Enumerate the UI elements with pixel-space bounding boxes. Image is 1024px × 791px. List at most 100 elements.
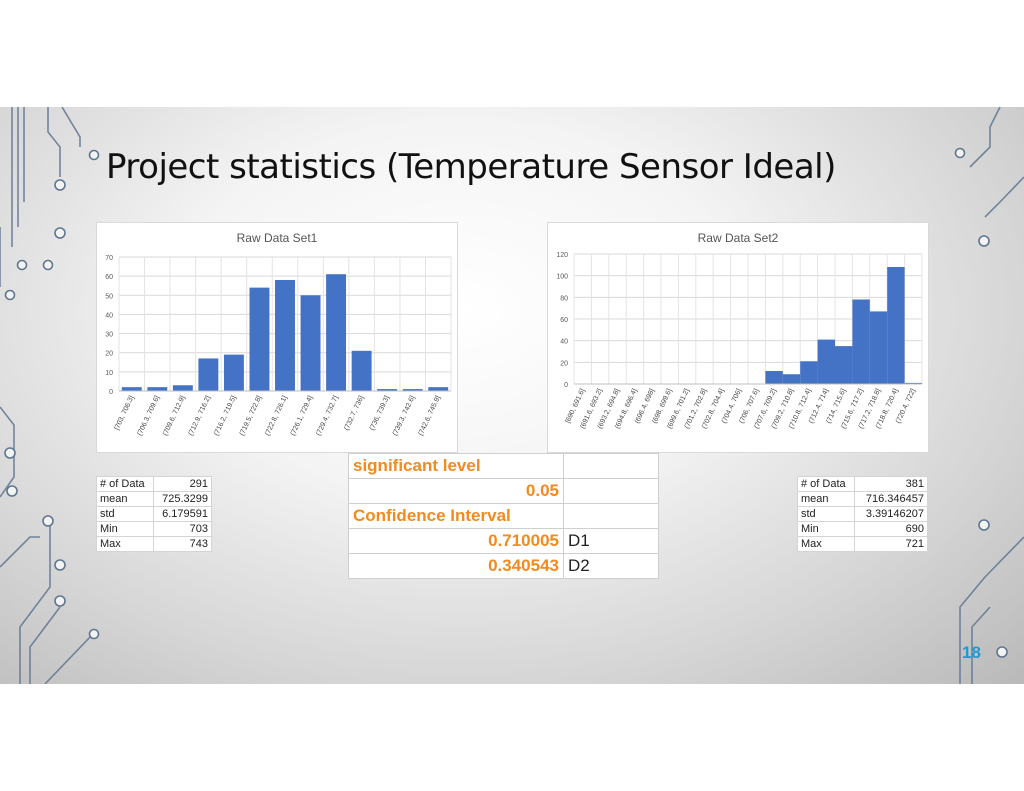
- stat-value: 291: [152, 476, 213, 492]
- x-tick-label: (732.7, 736]: [343, 395, 365, 432]
- bar: [326, 274, 347, 391]
- bar: [765, 371, 783, 384]
- x-tick-label: (726.1, 729.4]: [290, 395, 315, 437]
- bar: [428, 387, 449, 391]
- bar: [800, 361, 818, 384]
- page-number: 18: [962, 643, 981, 662]
- stat-value: 703: [152, 521, 213, 537]
- chart-title: Raw Data Set2: [698, 231, 779, 245]
- stat-value: 721: [854, 536, 928, 552]
- bar: [223, 354, 244, 391]
- slide: Project statistics (Temperature Sensor I…: [0, 107, 1024, 684]
- x-tick-label: (709.6, 712.9]: [162, 395, 187, 437]
- bar: [817, 339, 835, 384]
- x-tick-label: (736, 739.3]: [369, 395, 391, 432]
- significance-table: significant level 0.05 Confidence Interv…: [348, 453, 659, 579]
- bar: [121, 387, 142, 391]
- x-tick-label: (712.9, 716.2]: [188, 395, 213, 437]
- x-tick-label: (719.5, 722.8]: [239, 395, 264, 437]
- stat-label: Min: [96, 521, 154, 537]
- bar: [782, 374, 801, 384]
- table-row: mean 725.3299: [96, 491, 213, 507]
- stat-label: mean: [796, 491, 856, 507]
- slide-title: Project statistics (Temperature Sensor I…: [106, 147, 836, 187]
- y-tick-label: 50: [105, 293, 113, 300]
- x-tick-label: (706.3, 709.6]: [137, 395, 162, 437]
- table-row: 0.340543 D2: [348, 553, 659, 579]
- circuit-decoration: [0, 107, 1024, 684]
- bar: [300, 295, 321, 391]
- y-tick-label: 80: [560, 295, 568, 302]
- y-tick-label: 40: [105, 312, 113, 319]
- bar: [249, 287, 270, 391]
- y-tick-label: 60: [105, 274, 113, 281]
- table-row: significant level: [348, 453, 659, 479]
- x-tick-label: (739.3, 742.6]: [392, 395, 417, 437]
- y-tick-label: 70: [105, 255, 113, 262]
- empty-cell: [563, 503, 659, 529]
- empty-cell: [563, 478, 659, 504]
- stat-label: std: [796, 506, 856, 522]
- y-tick-label: 10: [105, 370, 113, 377]
- table-row: std 3.39146207: [796, 506, 928, 522]
- stat-label: Max: [796, 536, 856, 552]
- bar: [852, 299, 870, 384]
- stat-value: 381: [854, 476, 928, 492]
- y-tick-label: 0: [109, 389, 113, 396]
- table-row: std 6.179591: [96, 506, 213, 522]
- x-tick-label: (742.6, 745.9]: [417, 395, 442, 437]
- table-row: # of Data 381: [796, 476, 928, 492]
- y-tick-label: 0: [564, 382, 568, 389]
- stat-label: mean: [96, 491, 154, 507]
- y-tick-label: 20: [560, 360, 568, 367]
- stats-table-set1: # of Data 291 mean 725.3299 std 6.179591 Min 70…: [96, 476, 213, 552]
- d1-value: 0.710005: [348, 528, 564, 554]
- stat-label: std: [96, 506, 154, 522]
- x-tick-label: (722.8, 726.1]: [264, 395, 289, 437]
- table-row: Max 743: [96, 536, 213, 552]
- d2-value: 0.340543: [348, 553, 564, 579]
- table-row: Confidence Interval: [348, 503, 659, 529]
- bar: [351, 350, 372, 391]
- d1-label: D1: [563, 528, 659, 554]
- bar: [147, 387, 168, 391]
- y-tick-label: 30: [105, 332, 113, 339]
- bar: [904, 382, 922, 384]
- significant-level-value: 0.05: [348, 478, 564, 504]
- stat-label: # of Data: [796, 476, 856, 492]
- table-row: # of Data 291: [96, 476, 213, 492]
- x-tick-label: (729.4, 732.7]: [315, 395, 340, 437]
- stat-label: # of Data: [96, 476, 154, 492]
- empty-cell: [563, 453, 659, 479]
- y-tick-label: 60: [560, 317, 568, 324]
- confidence-interval-label: Confidence Interval: [348, 503, 564, 529]
- stats-table-set2: # of Data 381 mean 716.346457 std 3.39146207 M…: [796, 476, 928, 552]
- significant-level-label: significant level: [348, 453, 564, 479]
- chart-raw-data-set1: Raw Data Set1 0 10 20 30 40 50 60 70 [703, 706.3]…: [96, 222, 458, 453]
- y-tick-label: 100: [556, 274, 568, 281]
- chart-raw-data-set2: Raw Data Set2 0 20 40 60 80 100 120 [690, 691.6]…: [547, 222, 929, 453]
- x-tick-label: [703, 706.3]: [114, 395, 136, 432]
- table-row: Min 703: [96, 521, 213, 537]
- bar: [377, 389, 398, 391]
- stat-value: 725.3299: [152, 491, 213, 507]
- y-tick-label: 20: [105, 351, 113, 358]
- bar: [172, 385, 193, 391]
- chart-title: Raw Data Set1: [237, 231, 318, 245]
- table-row: mean 716.346457: [796, 491, 928, 507]
- table-row: 0.710005 D1: [348, 528, 659, 554]
- bar: [402, 389, 423, 391]
- bar: [869, 311, 888, 384]
- bar: [835, 346, 853, 384]
- table-row: 0.05: [348, 478, 659, 504]
- x-tick-label: (716.2, 719.5]: [213, 395, 238, 437]
- y-tick-label: 120: [556, 252, 568, 259]
- table-row: Max 721: [796, 536, 928, 552]
- y-tick-label: 40: [560, 339, 568, 346]
- bar: [887, 267, 905, 384]
- stat-value: 743: [152, 536, 213, 552]
- bar: [275, 279, 295, 391]
- stat-value: 716.346457: [854, 491, 928, 507]
- bar: [198, 358, 219, 391]
- stat-value: 6.179591: [152, 506, 213, 522]
